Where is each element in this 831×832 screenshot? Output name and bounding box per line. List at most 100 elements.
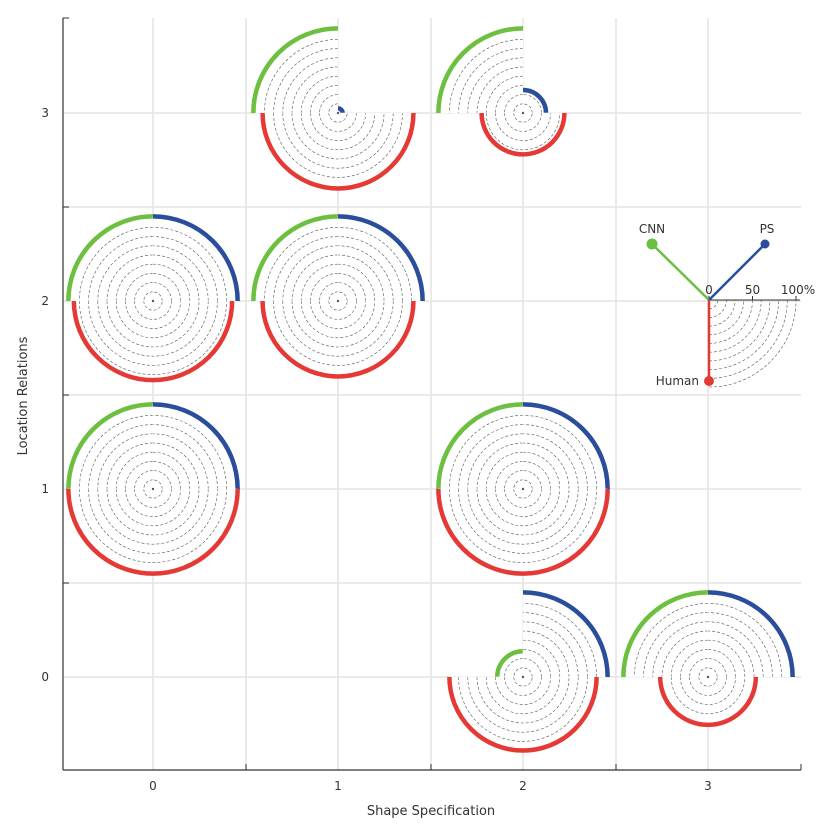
glyph-ring (670, 676, 746, 715)
glyph-ring (337, 227, 412, 302)
glyph-ring (125, 300, 181, 329)
glyph-ring (97, 433, 154, 490)
glyph-sector-bg (153, 216, 238, 301)
glyph-ring (273, 300, 403, 366)
legend-ring (708, 299, 771, 362)
glyph-arc-human (436, 488, 610, 576)
glyph-ring (152, 470, 172, 490)
glyph-arc-cnn (251, 214, 339, 302)
glyph-ring (106, 300, 200, 348)
glyph-center (521, 675, 525, 679)
glyph-ring (88, 300, 218, 366)
glyph-sector-bg (73, 301, 233, 381)
glyph-ring (115, 488, 191, 527)
glyph-ring (485, 451, 524, 490)
glyph-ring (522, 649, 551, 678)
glyph-ring (115, 300, 191, 339)
legend-ring (708, 299, 788, 379)
glyph-ring (300, 263, 339, 302)
x-tick-label: 3 (704, 779, 712, 793)
glyph-ring (458, 488, 588, 554)
glyph-center (151, 299, 155, 303)
glyph-sector-bg (623, 592, 708, 677)
glyph-sector-bg (68, 489, 238, 574)
glyph-ring (143, 291, 154, 302)
y-axis-title: Location Relations (16, 336, 31, 455)
glyph-2-3 (436, 26, 567, 157)
glyph-ring (106, 488, 200, 536)
glyph-sector-bg (438, 489, 608, 574)
glyph-ring (485, 676, 561, 715)
glyph-ring (337, 236, 403, 302)
glyph-ring (319, 300, 357, 320)
glyph-sector-bg (338, 216, 423, 301)
glyph-arc-human (66, 488, 240, 576)
glyph-ring (310, 300, 366, 329)
legend-cnn-label: CNN (639, 222, 665, 236)
legend-ring (708, 299, 779, 370)
glyph-ring (689, 676, 727, 696)
glyph-ring (467, 57, 524, 114)
glyph-ring (79, 488, 227, 563)
glyph-arc-cnn (251, 26, 339, 114)
glyph-ring (522, 424, 588, 490)
glyph-3-0 (621, 590, 795, 728)
legend-ring (708, 299, 753, 344)
glyph-ring (467, 488, 579, 545)
glyph-ring (504, 470, 524, 490)
glyph-ring (504, 112, 542, 132)
glyph-ring (504, 488, 542, 508)
legend-scale-label: 100% (781, 283, 815, 297)
glyph-arc-cnn (66, 402, 154, 490)
glyph-ring (449, 39, 524, 114)
glyph-ring (134, 470, 154, 490)
glyphs (66, 26, 795, 753)
glyph-ring (504, 658, 524, 678)
glyph-sector-bg (708, 592, 793, 677)
glyph-ring (707, 603, 782, 678)
glyph-ring (680, 676, 736, 705)
axes: 0 1 2 3 0 1 2 3 (41, 17, 802, 793)
legend-ps-dot (760, 239, 770, 249)
glyph-ring (337, 263, 376, 302)
glyph-arc-cnn (66, 214, 154, 302)
glyph-arc-ps (522, 87, 549, 114)
legend-human-dot (704, 376, 714, 386)
glyph-ring (522, 433, 579, 490)
legend-ring (708, 299, 762, 353)
glyph-ring (88, 424, 154, 490)
glyph-ring (125, 273, 154, 302)
glyph-ring (707, 639, 746, 678)
glyph-ring (152, 424, 218, 490)
glyph-ring (273, 112, 403, 178)
x-tick-label: 0 (149, 779, 157, 793)
glyph-ring (337, 245, 394, 302)
glyph-ring (652, 621, 709, 678)
glyph-arc-human (447, 676, 599, 753)
legend-cnn-line (651, 243, 710, 301)
y-tick-label: 0 (41, 670, 49, 684)
glyph-ring (707, 612, 773, 678)
glyph-ring (458, 48, 524, 114)
glyph-ring (504, 94, 524, 114)
glyph-ring (337, 291, 348, 302)
glyph-ring (522, 658, 542, 678)
glyph-sector-bg (253, 28, 338, 113)
glyph-ring (291, 112, 385, 160)
glyph-ring (79, 227, 154, 302)
glyph-ring (115, 263, 154, 302)
y-tick-label: 2 (41, 294, 49, 308)
glyph-ring (698, 676, 718, 687)
legend-human-label: Human (656, 374, 699, 388)
glyph-arc-human (260, 300, 416, 379)
glyph-ring (707, 658, 727, 678)
glyph-sector-bg (153, 404, 238, 489)
glyph-ring (522, 479, 533, 490)
x-tick-label: 1 (334, 779, 342, 793)
glyph-ring (310, 273, 339, 302)
glyph-ring (522, 451, 561, 490)
glyph-ring (88, 236, 154, 302)
glyph-arc-ps (152, 214, 240, 302)
glyph-ring (707, 649, 736, 678)
glyph-center (336, 299, 340, 303)
